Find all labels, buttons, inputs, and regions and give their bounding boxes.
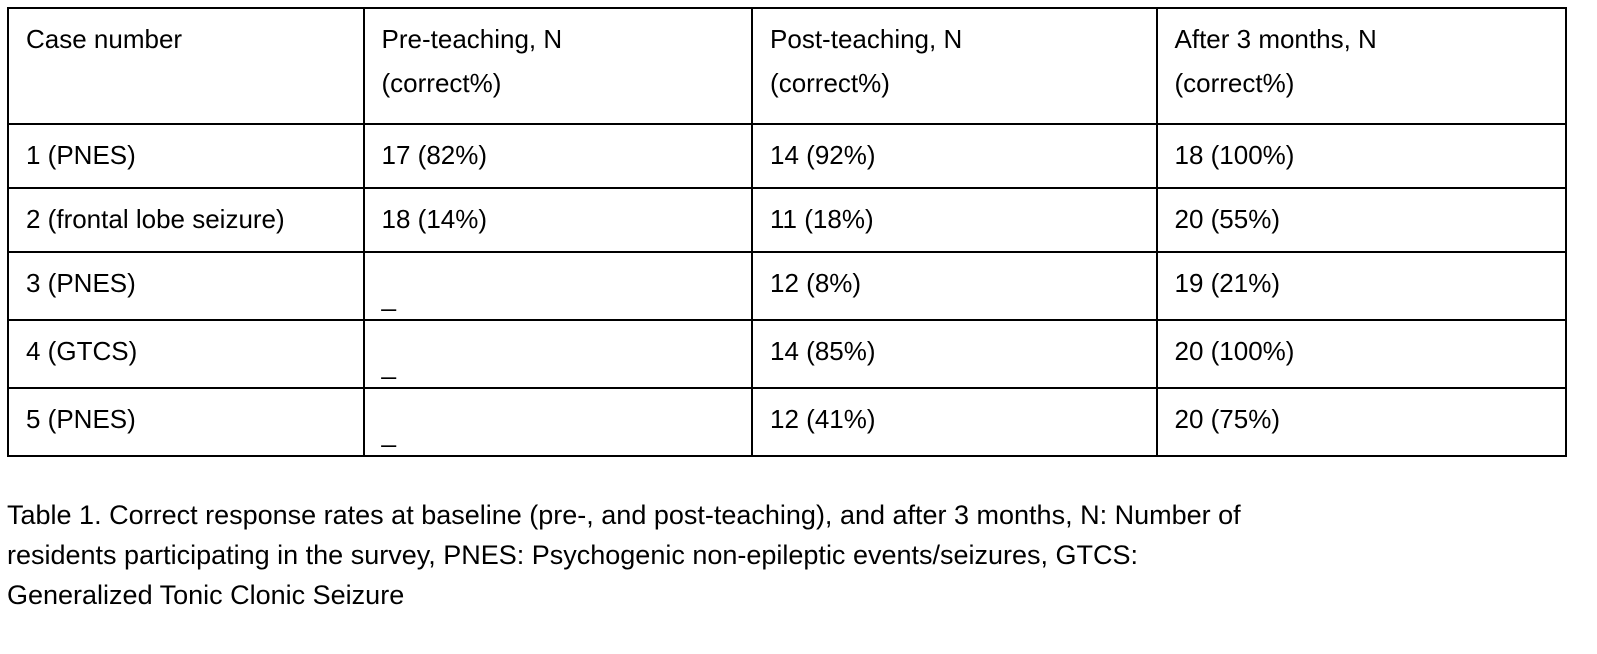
- table-cell: 12 (8%): [751, 251, 1158, 321]
- table-cell: 20 (55%): [1155, 187, 1567, 253]
- header-text: Pre-teaching, N: [381, 24, 563, 54]
- table-row: 5 (PNES) _ 12 (41%) 20 (75%): [7, 387, 1567, 457]
- table-cell: 20 (75%): [1155, 387, 1567, 457]
- table-cell: 1 (PNES): [7, 123, 365, 189]
- header-subtext: (correct%): [1174, 68, 1295, 98]
- caption-line: Table 1. Correct response rates at basel…: [7, 500, 1241, 530]
- table-cell: 4 (GTCS): [7, 319, 365, 389]
- table-cell: 14 (85%): [751, 319, 1158, 389]
- table-row: 4 (GTCS) _ 14 (85%) 20 (100%): [7, 319, 1567, 389]
- table-cell: 12 (41%): [751, 387, 1158, 457]
- table-header-row: Case number Pre-teaching, N (correct%) Po…: [7, 7, 1567, 125]
- table-row: 3 (PNES) _ 12 (8%) 19 (21%): [7, 251, 1567, 321]
- table-cell: 3 (PNES): [7, 251, 365, 321]
- table-cell: 19 (21%): [1155, 251, 1567, 321]
- table-cell: 2 (frontal lobe seizure): [7, 187, 365, 253]
- table-caption: Table 1. Correct response rates at basel…: [7, 495, 1592, 615]
- table-cell: 14 (92%): [751, 123, 1158, 189]
- table-cell: 17 (82%): [362, 123, 754, 189]
- caption-line: residents participating in the survey, P…: [7, 540, 1139, 570]
- header-case-number: Case number: [7, 7, 365, 125]
- empty-value-dash: _: [381, 418, 396, 448]
- table-row: 2 (frontal lobe seizure) 18 (14%) 11 (18…: [7, 187, 1567, 253]
- empty-value-dash: _: [381, 282, 396, 312]
- table-cell: 11 (18%): [751, 187, 1158, 253]
- table-cell: 18 (100%): [1155, 123, 1567, 189]
- caption-line: Generalized Tonic Clonic Seizure: [7, 580, 405, 610]
- empty-value-dash: _: [381, 350, 396, 380]
- table-cell: 20 (100%): [1155, 319, 1567, 389]
- header-text: Post-teaching, N: [770, 24, 963, 54]
- header-post-teaching: Post-teaching, N (correct%): [751, 7, 1158, 125]
- header-text: After 3 months, N: [1174, 24, 1377, 54]
- table-cell: _: [362, 387, 754, 457]
- table-row: 1 (PNES) 17 (82%) 14 (92%) 18 (100%): [7, 123, 1567, 189]
- table-cell: _: [362, 251, 754, 321]
- table-cell: 5 (PNES): [7, 387, 365, 457]
- table-cell: 18 (14%): [362, 187, 754, 253]
- table-cell: _: [362, 319, 754, 389]
- header-subtext: (correct%): [381, 68, 502, 98]
- header-subtext: (correct%): [770, 68, 890, 98]
- header-text: Case number: [26, 24, 183, 54]
- header-pre-teaching: Pre-teaching, N (correct%): [362, 7, 754, 125]
- header-after-3-months: After 3 months, N (correct%): [1155, 7, 1567, 125]
- results-table: Case number Pre-teaching, N (correct%) Po…: [7, 7, 1567, 457]
